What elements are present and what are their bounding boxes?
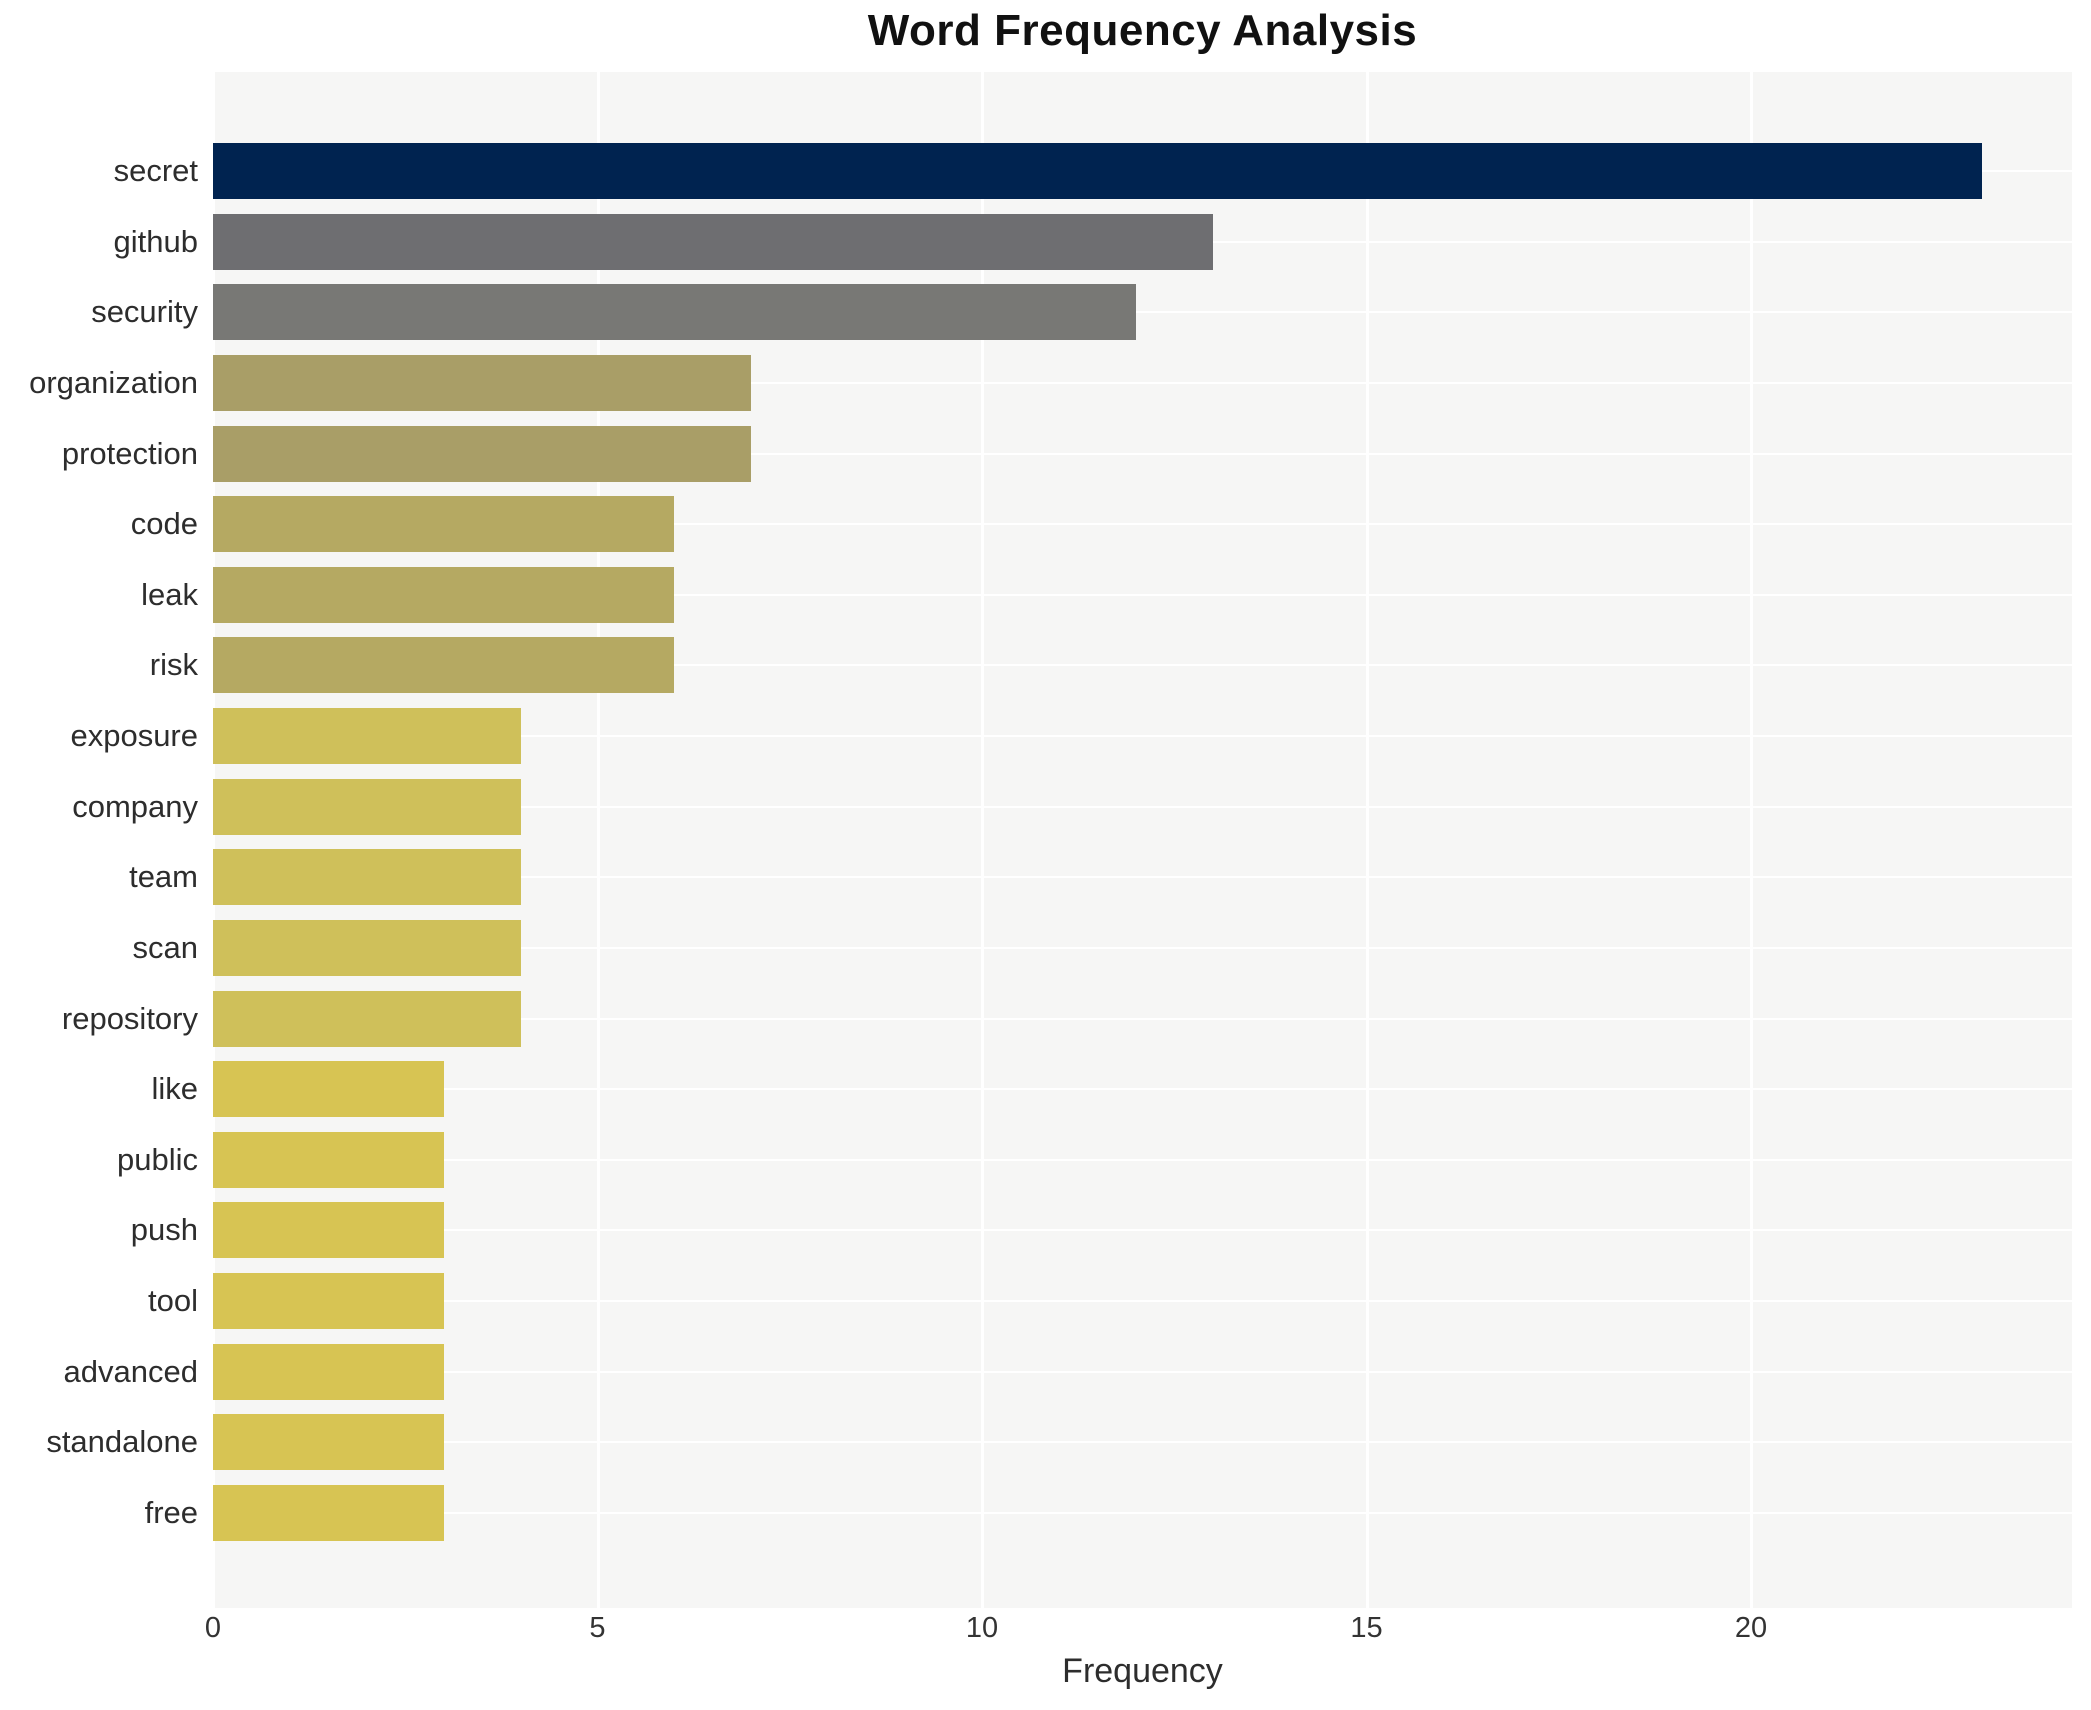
gridline-horizontal	[213, 664, 2072, 667]
gridline-horizontal	[213, 1370, 2072, 1373]
gridline-horizontal	[213, 311, 2072, 314]
gridline-horizontal	[213, 593, 2072, 596]
y-tick-label: security	[91, 294, 198, 330]
gridline-horizontal	[213, 805, 2072, 808]
bar-standalone	[213, 1414, 444, 1471]
y-tick-label: exposure	[70, 718, 198, 754]
y-axis-labels: secret github security organization protecti…	[0, 0, 198, 1710]
y-tick-label: company	[72, 788, 198, 824]
bar-secret	[213, 143, 1982, 199]
bar-repository	[213, 990, 521, 1047]
bar-like	[213, 1061, 444, 1118]
gridline-horizontal	[213, 1017, 2072, 1020]
y-tick-label: like	[151, 1071, 198, 1107]
bar-scan	[213, 919, 521, 976]
x-tick-label: 5	[589, 1612, 606, 1644]
bar-tool	[213, 1273, 444, 1330]
x-axis-title: Frequency	[1062, 1652, 1223, 1690]
x-tick-label: 15	[1350, 1612, 1383, 1644]
gridline-horizontal	[213, 381, 2072, 384]
y-tick-label: scan	[132, 929, 198, 965]
bar-push	[213, 1202, 444, 1259]
x-tick-label: 20	[1734, 1612, 1768, 1644]
bar-github	[213, 213, 1213, 270]
bar-team	[213, 849, 521, 906]
gridline-vertical	[596, 72, 600, 1608]
gridline-horizontal	[213, 1511, 2072, 1514]
x-tick-label: 0	[204, 1612, 222, 1644]
bar-organization	[213, 354, 752, 411]
y-tick-label: organization	[29, 364, 198, 400]
chart-title: Word Frequency Analysis	[867, 6, 1418, 55]
bar-company	[213, 778, 521, 835]
gridline-vertical	[1750, 72, 1753, 1608]
gridline-horizontal	[213, 523, 2072, 526]
y-tick-label: protection	[61, 435, 198, 471]
y-tick-label: advanced	[63, 1353, 198, 1389]
bar-public	[213, 1131, 444, 1188]
y-tick-label: leak	[141, 576, 198, 612]
bar-exposure	[213, 708, 521, 765]
gridline-horizontal	[213, 1441, 2072, 1444]
x-tick-label: 10	[965, 1612, 999, 1644]
gridline-vertical	[212, 72, 215, 1608]
y-tick-label: repository	[61, 1000, 198, 1036]
gridline-horizontal	[213, 1158, 2072, 1161]
gridline-horizontal	[213, 452, 2072, 455]
y-tick-label: standalone	[46, 1424, 198, 1460]
gridline-horizontal	[213, 1229, 2072, 1232]
bar-free	[213, 1484, 444, 1541]
y-tick-label: free	[144, 1494, 198, 1530]
bar-protection	[213, 425, 752, 482]
bar-advanced	[213, 1343, 444, 1400]
bar-leak	[213, 566, 675, 623]
y-tick-label: risk	[149, 647, 198, 683]
gridline-horizontal	[213, 876, 2072, 879]
y-tick-label: code	[130, 506, 198, 542]
y-tick-label: push	[130, 1212, 198, 1248]
y-tick-label: public	[117, 1141, 198, 1177]
gridline-horizontal	[213, 735, 2072, 738]
bar-code	[213, 496, 675, 553]
y-tick-label: github	[113, 223, 198, 259]
gridline-horizontal	[213, 946, 2072, 949]
gridline-vertical	[981, 72, 984, 1608]
gridline-vertical	[1365, 72, 1369, 1608]
y-tick-label: team	[129, 859, 198, 895]
gridline-horizontal	[213, 1088, 2072, 1091]
plot-area	[212, 72, 2072, 1608]
bar-security	[213, 284, 1136, 341]
bar-risk	[213, 637, 675, 694]
y-tick-label: secret	[113, 153, 198, 188]
gridline-horizontal	[213, 1300, 2072, 1303]
y-tick-label: tool	[148, 1283, 198, 1319]
